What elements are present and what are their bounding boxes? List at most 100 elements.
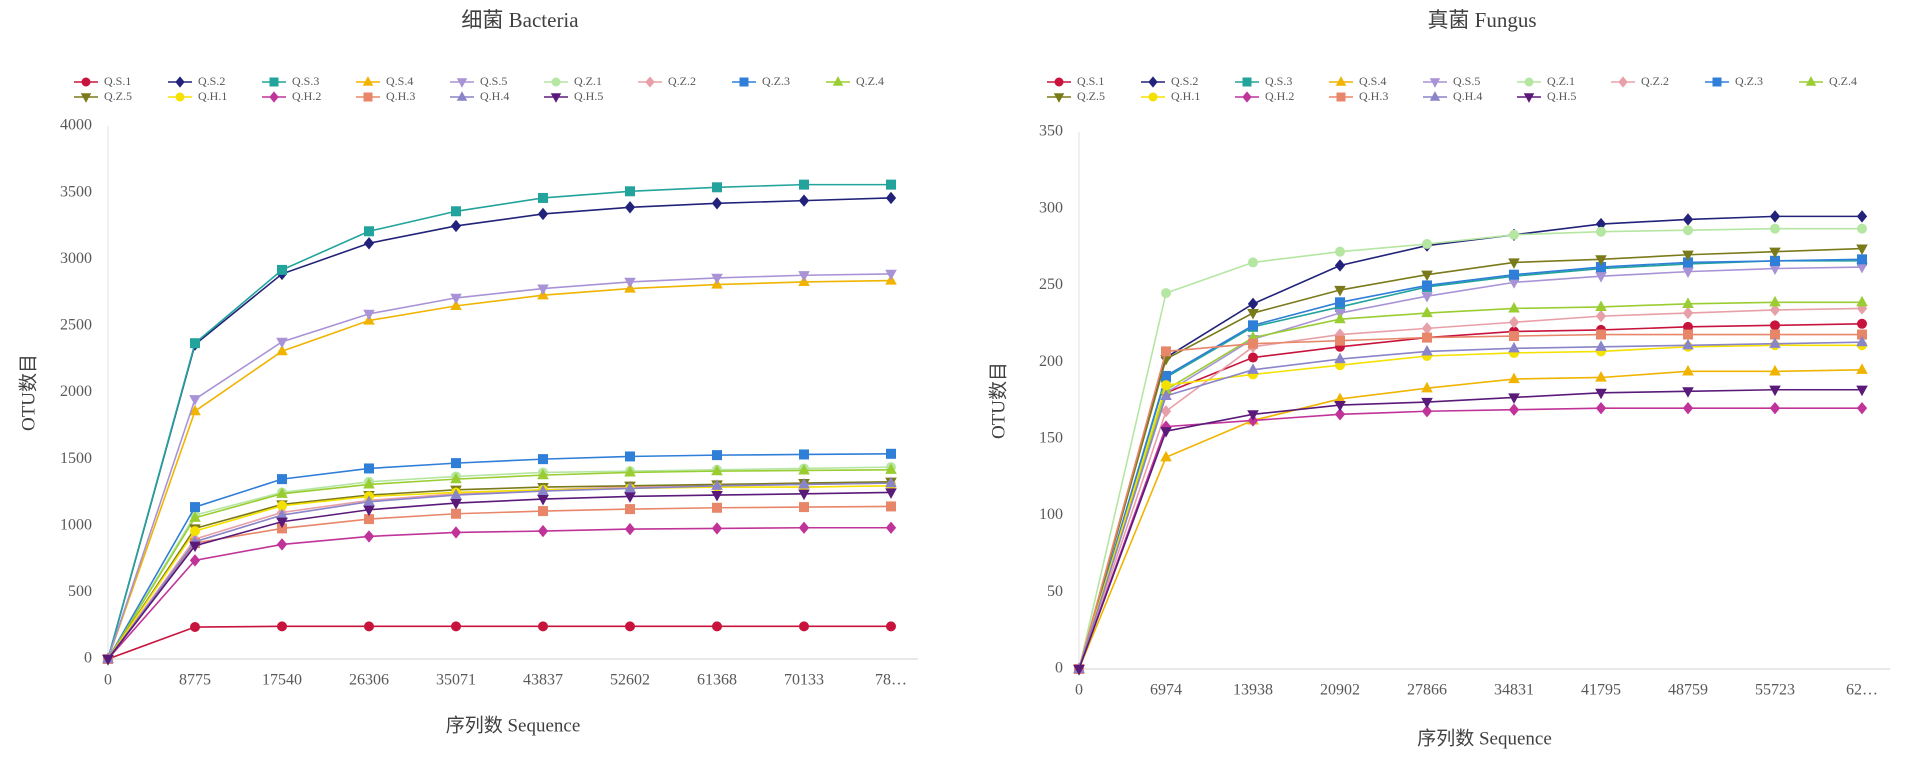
marker bbox=[450, 488, 462, 500]
y-tick-label: 3000 bbox=[60, 250, 92, 267]
marker bbox=[1596, 226, 1606, 237]
marker bbox=[537, 207, 549, 221]
marker bbox=[269, 77, 279, 87]
legend-label: Q.S.4 bbox=[386, 74, 413, 88]
marker bbox=[1682, 267, 1694, 279]
marker bbox=[551, 77, 561, 87]
legend-label: Q.Z.1 bbox=[1547, 74, 1575, 88]
marker bbox=[538, 621, 548, 632]
marker bbox=[1421, 344, 1433, 356]
marker bbox=[832, 76, 844, 86]
marker bbox=[1595, 340, 1607, 351]
x-tick-label: 48759 bbox=[1668, 682, 1708, 699]
marker bbox=[1509, 269, 1519, 280]
marker bbox=[624, 522, 636, 536]
marker bbox=[538, 506, 548, 517]
marker bbox=[1160, 405, 1172, 418]
marker bbox=[456, 91, 468, 101]
marker bbox=[102, 654, 114, 666]
marker bbox=[885, 476, 897, 488]
legend-label: Q.H.3 bbox=[1359, 89, 1388, 103]
x-tick-label: 35071 bbox=[436, 672, 476, 689]
marker bbox=[1054, 77, 1064, 87]
marker bbox=[1769, 337, 1781, 348]
marker bbox=[363, 495, 375, 506]
marker bbox=[1422, 239, 1432, 250]
marker bbox=[1770, 320, 1780, 331]
y-axis-title: OTU数目 bbox=[987, 362, 1009, 439]
marker bbox=[1856, 262, 1868, 274]
marker bbox=[1856, 335, 1868, 347]
series-line bbox=[1078, 388, 1862, 670]
marker bbox=[1682, 306, 1694, 320]
series-line bbox=[107, 484, 892, 660]
series-line bbox=[107, 480, 892, 660]
marker bbox=[624, 466, 636, 477]
marker bbox=[625, 451, 635, 462]
marker bbox=[450, 219, 462, 233]
marker bbox=[798, 521, 810, 534]
chart-title: 细菌 Bacteria bbox=[461, 8, 579, 32]
marker bbox=[450, 293, 462, 305]
marker bbox=[80, 93, 92, 103]
y-tick-label: 4000 bbox=[60, 117, 92, 134]
marker bbox=[451, 458, 461, 469]
marker bbox=[1769, 247, 1781, 259]
x-tick-label: 6974 bbox=[1150, 682, 1182, 699]
marker bbox=[189, 395, 201, 406]
marker bbox=[189, 511, 201, 522]
marker bbox=[799, 179, 809, 190]
marker bbox=[711, 464, 723, 476]
marker bbox=[364, 226, 374, 237]
y-tick-label: 350 bbox=[1039, 123, 1063, 140]
marker bbox=[277, 621, 287, 632]
marker bbox=[1712, 77, 1722, 87]
series-line bbox=[1078, 301, 1862, 670]
marker bbox=[537, 284, 549, 296]
marker bbox=[269, 91, 279, 103]
marker bbox=[277, 474, 287, 485]
marker bbox=[1769, 401, 1781, 415]
x-tick-label: 20902 bbox=[1320, 682, 1360, 699]
series-line bbox=[107, 482, 892, 660]
x-tick-label: 8775 bbox=[179, 672, 211, 689]
series-line bbox=[107, 468, 892, 660]
y-tick-label: 300 bbox=[1039, 199, 1063, 216]
marker bbox=[1161, 288, 1171, 299]
series-line bbox=[107, 452, 892, 660]
series-line bbox=[1078, 333, 1862, 670]
marker bbox=[538, 192, 548, 203]
marker bbox=[1421, 292, 1433, 303]
legend-label: Q.Z.1 bbox=[574, 74, 602, 88]
marker bbox=[1682, 401, 1694, 415]
marker bbox=[1421, 306, 1433, 318]
marker bbox=[1508, 316, 1520, 329]
series-line bbox=[1078, 247, 1863, 670]
marker bbox=[450, 472, 462, 484]
marker bbox=[624, 277, 636, 289]
x-tick-label: 78… bbox=[875, 672, 907, 689]
x-tick-label: 61368 bbox=[697, 672, 737, 689]
legend-label: Q.S.5 bbox=[1453, 74, 1480, 88]
marker bbox=[1148, 92, 1158, 102]
legend-label: Q.H.2 bbox=[292, 89, 321, 103]
marker bbox=[1248, 257, 1258, 268]
marker bbox=[1148, 76, 1158, 88]
series-line bbox=[1078, 227, 1862, 670]
marker bbox=[1682, 213, 1694, 226]
marker bbox=[1247, 363, 1259, 374]
marker bbox=[1595, 388, 1607, 400]
marker bbox=[450, 299, 462, 310]
marker bbox=[1769, 303, 1781, 317]
legend-label: Q.Z.5 bbox=[104, 89, 132, 103]
marker bbox=[886, 179, 896, 190]
series-line bbox=[1078, 258, 1863, 670]
marker bbox=[1595, 401, 1607, 415]
marker bbox=[276, 337, 288, 349]
marker bbox=[798, 271, 810, 282]
marker bbox=[1523, 93, 1535, 103]
marker bbox=[1335, 297, 1345, 308]
series-line bbox=[1078, 344, 1862, 670]
marker bbox=[1160, 427, 1172, 438]
